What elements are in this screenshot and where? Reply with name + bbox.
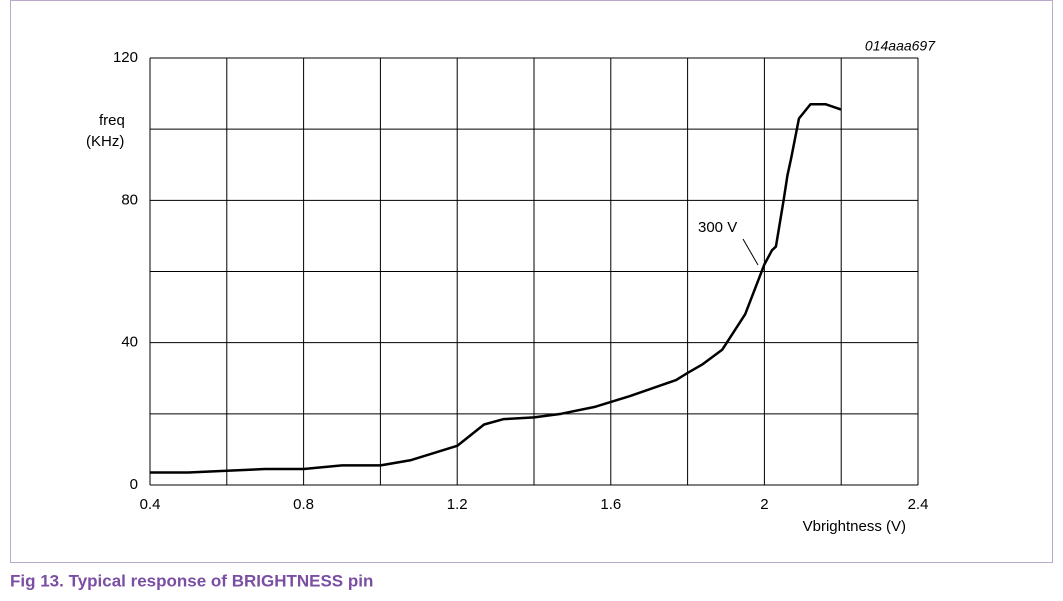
annotation: 300 V — [698, 219, 737, 236]
figure-code: 014aaa697 — [865, 38, 936, 54]
y-tick-label: 120 — [113, 49, 138, 66]
x-axis-label: Vbrightness (V) — [803, 518, 906, 535]
y-tick-label: 40 — [121, 334, 138, 351]
y-tick-label: 80 — [121, 191, 138, 208]
data-line — [150, 103, 842, 474]
x-tick-label: 0.8 — [293, 496, 314, 513]
caption: Fig 13. Typical response of BRIGHTNESS p… — [10, 571, 373, 590]
x-tick-label: 1.2 — [447, 496, 468, 513]
x-tick-label: 1.6 — [600, 496, 621, 513]
figure-frame — [10, 0, 1053, 563]
x-tick-label: 2 — [760, 496, 768, 513]
y-axis-label: freq — [99, 112, 125, 129]
annotation-leader — [742, 238, 759, 266]
x-tick-label: 0.4 — [140, 496, 161, 513]
y-axis-label: (KHz) — [86, 133, 124, 150]
x-tick-label: 2.4 — [908, 496, 929, 513]
y-tick-label: 0 — [130, 476, 138, 493]
